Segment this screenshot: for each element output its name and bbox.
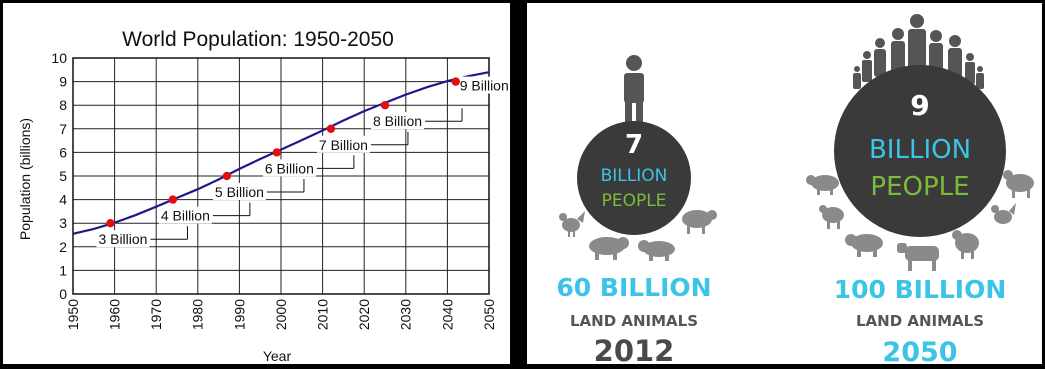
population-series-line	[72, 71, 490, 235]
population-line-chart: World Population: 1950-2050 1950 1960 1970…	[17, 28, 511, 364]
animals-label-2050: LAND ANIMALS	[856, 312, 984, 330]
milestone-label: 3 Billion	[98, 231, 147, 247]
y-tick-label: 8	[59, 97, 67, 113]
x-tick-label: 1980	[190, 299, 206, 330]
infographic-panel: 7 BILLION PEOPLE 60 BILLION	[527, 3, 1042, 368]
animals-count-2012: 60 BILLION	[556, 273, 711, 302]
people-number-2012: 7	[625, 130, 643, 160]
cow-icon	[897, 243, 939, 271]
milestone-point	[272, 148, 282, 157]
goat-icon	[1003, 170, 1034, 198]
milestone-label: 6 Billion	[265, 160, 314, 176]
milestone-point	[326, 124, 336, 133]
milestone-label: 9 Billion	[460, 78, 509, 94]
y-tick-label: 6	[59, 144, 67, 160]
x-axis-label: Year	[263, 348, 292, 364]
population-infographic: 7 BILLION PEOPLE 60 BILLION	[556, 14, 1034, 368]
milestone-label: 7 Billion	[319, 137, 368, 153]
y-tick-label: 1	[59, 262, 67, 278]
x-tick-label: 2020	[356, 299, 372, 330]
x-tick-label: 2040	[439, 299, 455, 330]
chicken-icon	[991, 203, 1016, 224]
sheep-icon	[952, 230, 979, 259]
milestone-label: 8 Billion	[373, 113, 422, 129]
animals-count-2050: 100 BILLION	[834, 275, 1007, 304]
year-2050: 2050	[882, 337, 957, 364]
chart-axes	[72, 57, 490, 295]
y-axis-label: Population (billions)	[17, 118, 33, 240]
y-tick-label: 7	[59, 121, 67, 137]
x-tick-label: 2030	[398, 299, 414, 330]
x-tick-label: 2010	[315, 299, 331, 330]
person-icon	[624, 55, 644, 125]
y-tick-label: 9	[59, 74, 67, 90]
x-tick-label: 1990	[231, 299, 247, 330]
year-2012: 2012	[594, 334, 675, 364]
y-tick-label: 2	[59, 239, 67, 255]
x-tick-label: 1950	[65, 299, 81, 330]
y-tick-label: 0	[59, 286, 67, 302]
people-label-2012: PEOPLE	[602, 191, 667, 211]
plot-frame	[72, 57, 490, 295]
milestone-point	[380, 101, 390, 110]
y-tick-label: 10	[51, 50, 67, 66]
people-number-2050: 9	[910, 89, 929, 122]
pig-icon	[806, 175, 839, 195]
pig-icon	[638, 240, 675, 261]
y-tick-label: 3	[59, 215, 67, 231]
sheep-icon	[819, 205, 844, 229]
globe-2012	[577, 121, 691, 235]
pig-icon	[589, 237, 629, 260]
x-tick-label: 2000	[273, 299, 289, 330]
x-tick-label: 1970	[148, 299, 164, 330]
x-tick-label: 2050	[481, 299, 497, 330]
population-chart-panel: World Population: 1950-2050 1950 1960 1970…	[3, 3, 511, 364]
y-tick-label: 5	[59, 168, 67, 184]
people-billion-2050: BILLION	[869, 135, 971, 165]
globe-2050	[834, 65, 1006, 237]
pig-icon	[845, 234, 883, 257]
chicken-icon	[559, 211, 585, 237]
chart-title: World Population: 1950-2050	[122, 28, 394, 51]
milestone-point	[222, 171, 232, 181]
milestone-point	[168, 195, 178, 204]
milestone-point	[451, 77, 460, 86]
milestone-point	[106, 219, 115, 228]
sheep-icon	[682, 210, 717, 234]
milestone-label: 5 Billion	[215, 184, 264, 200]
animals-label-2012: LAND ANIMALS	[570, 312, 698, 330]
y-tick-label: 4	[59, 192, 67, 208]
x-tick-label: 1960	[106, 299, 122, 330]
people-billion-2012: BILLION	[601, 166, 668, 186]
people-label-2050: PEOPLE	[870, 172, 969, 202]
milestone-label: 4 Billion	[161, 208, 210, 224]
